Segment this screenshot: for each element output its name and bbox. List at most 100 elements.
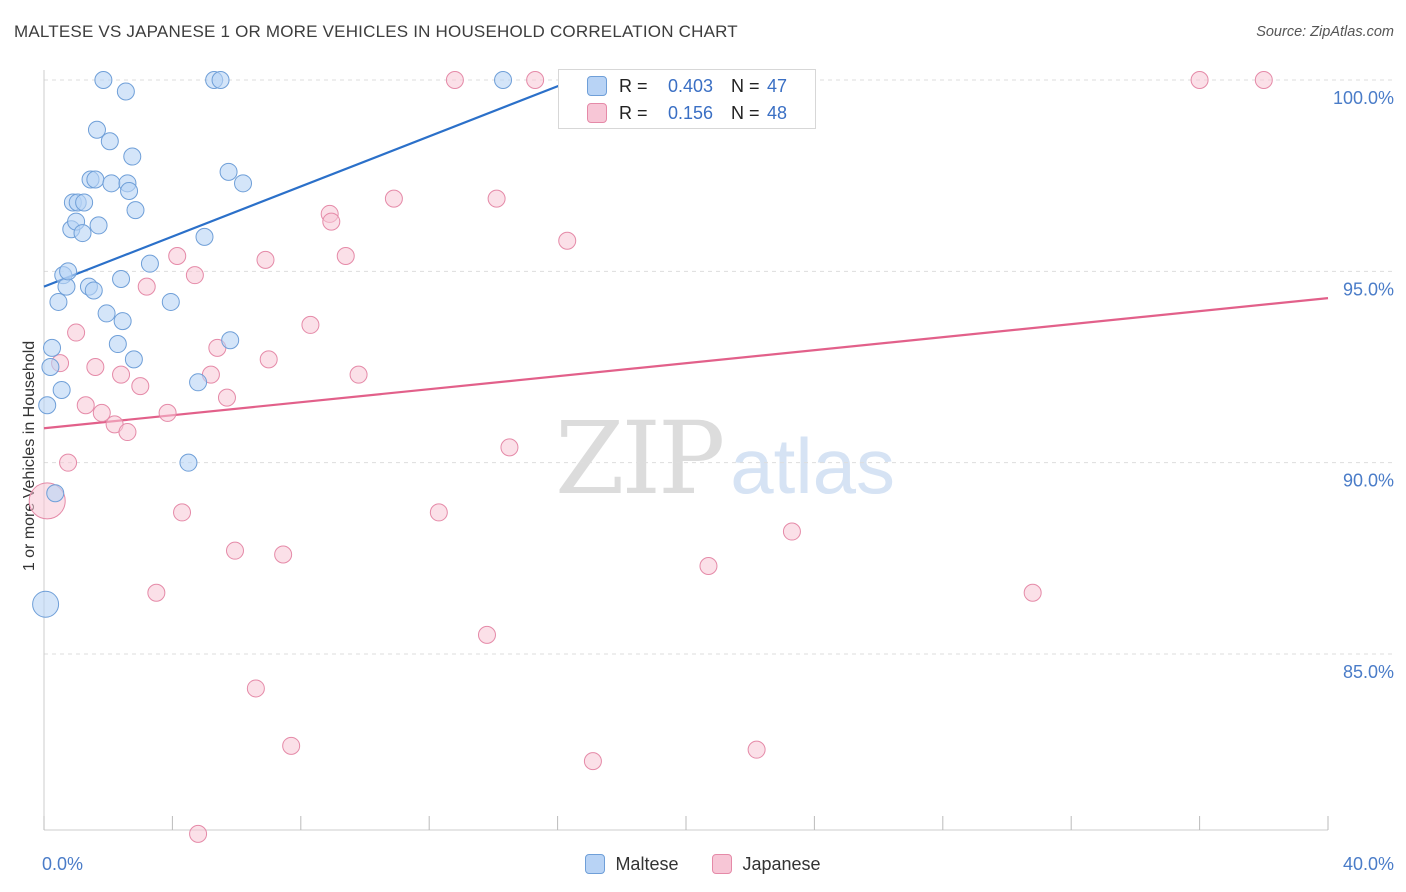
maltese-point bbox=[32, 590, 60, 618]
legend-japanese-swatch bbox=[712, 854, 733, 874]
maltese-point bbox=[52, 380, 71, 399]
japanese-point bbox=[246, 679, 265, 698]
japanese-point bbox=[282, 736, 301, 755]
maltese-point bbox=[43, 338, 62, 357]
maltese-point bbox=[89, 216, 108, 235]
maltese-point bbox=[161, 292, 180, 311]
japanese-point bbox=[336, 247, 355, 266]
maltese-point bbox=[179, 453, 198, 472]
legend-maltese-swatch bbox=[585, 854, 606, 874]
japanese-point bbox=[429, 503, 448, 522]
y-tick-label: 90.0% bbox=[1343, 471, 1394, 491]
chart-title: MALTESE VS JAPANESE 1 OR MORE VEHICLES I… bbox=[14, 22, 738, 41]
japanese-point bbox=[112, 365, 131, 384]
japanese-point bbox=[137, 277, 156, 296]
stats-legend: R = 0.403 N = 47 R = 0.156 N = 48 bbox=[558, 69, 816, 129]
legend-item-maltese[interactable]: Maltese bbox=[585, 854, 678, 875]
japanese-point bbox=[67, 323, 86, 342]
maltese-point bbox=[116, 82, 135, 101]
japanese-n-label: N = bbox=[731, 103, 760, 123]
stats-row-maltese: R = 0.403 N = 47 bbox=[559, 73, 815, 99]
watermark-atlas: atlas bbox=[730, 422, 896, 510]
japanese-point bbox=[185, 266, 204, 285]
japanese-point bbox=[158, 403, 177, 422]
japanese-point bbox=[558, 231, 577, 250]
japanese-points bbox=[28, 71, 1273, 843]
japanese-point bbox=[86, 358, 105, 376]
maltese-point bbox=[219, 162, 238, 181]
maltese-point bbox=[73, 224, 92, 243]
japanese-r-value: 0.156 bbox=[667, 103, 713, 123]
japanese-point bbox=[477, 625, 496, 644]
maltese-point bbox=[140, 254, 159, 273]
japanese-point bbox=[500, 438, 519, 457]
japanese-point bbox=[1190, 71, 1209, 89]
maltese-point bbox=[46, 484, 65, 503]
japanese-point bbox=[583, 752, 602, 771]
maltese-point bbox=[124, 350, 143, 369]
japanese-n-value: 48 bbox=[767, 103, 788, 123]
maltese-point bbox=[234, 174, 253, 193]
japanese-point bbox=[59, 453, 78, 472]
japanese-point bbox=[259, 350, 278, 369]
japanese-point bbox=[487, 189, 506, 208]
gridlines bbox=[44, 79, 1395, 655]
maltese-point bbox=[59, 262, 78, 281]
japanese-point bbox=[747, 740, 766, 759]
y-tick-label: 95.0% bbox=[1343, 279, 1394, 299]
source-credit: Source: ZipAtlas.com bbox=[1256, 24, 1394, 40]
maltese-point bbox=[86, 170, 105, 189]
japanese-point bbox=[217, 388, 236, 407]
maltese-point bbox=[494, 71, 513, 89]
bottom-legend: Maltese Japanese bbox=[0, 852, 1406, 876]
maltese-point bbox=[126, 201, 145, 220]
japanese-point bbox=[256, 250, 275, 269]
japanese-point bbox=[384, 189, 403, 208]
japanese-point bbox=[445, 71, 464, 89]
x-tick-label: 0.0% bbox=[42, 854, 83, 874]
japanese-point bbox=[274, 545, 293, 564]
maltese-point bbox=[221, 331, 240, 350]
maltese-trend-line bbox=[43, 78, 575, 288]
japanese-point bbox=[699, 556, 718, 575]
japanese-point bbox=[189, 824, 208, 843]
japanese-point bbox=[782, 522, 801, 541]
maltese-point bbox=[57, 277, 76, 296]
legend-japanese-label: Japanese bbox=[742, 853, 821, 874]
japanese-r-label: R = bbox=[619, 103, 648, 123]
maltese-swatch bbox=[587, 76, 607, 96]
maltese-points bbox=[32, 71, 731, 618]
japanese-point bbox=[1254, 71, 1273, 89]
maltese-point bbox=[87, 120, 106, 139]
maltese-point bbox=[108, 335, 127, 354]
watermark-zip: ZIP bbox=[555, 400, 725, 517]
maltese-point bbox=[113, 312, 132, 331]
y-tick-label: 85.0% bbox=[1343, 662, 1394, 682]
maltese-r-label: R = bbox=[619, 76, 648, 96]
maltese-n-value: 47 bbox=[767, 76, 788, 96]
axes bbox=[43, 70, 1329, 831]
trend-lines bbox=[43, 78, 1329, 430]
japanese-point bbox=[526, 71, 545, 89]
maltese-point bbox=[41, 358, 60, 376]
maltese-point bbox=[49, 292, 68, 311]
japanese-point bbox=[168, 247, 187, 266]
japanese-point bbox=[118, 423, 137, 442]
maltese-point bbox=[211, 71, 230, 89]
y-tick-label: 100.0% bbox=[1333, 88, 1394, 108]
japanese-point bbox=[92, 403, 111, 422]
japanese-trend-line bbox=[43, 297, 1329, 430]
maltese-point bbox=[84, 281, 103, 300]
japanese-swatch bbox=[587, 103, 607, 123]
maltese-point bbox=[112, 269, 131, 288]
tick-labels: 85.0% 90.0% 95.0% 100.0% 0.0% 40.0% bbox=[42, 88, 1394, 874]
maltese-n-label: N = bbox=[731, 76, 760, 96]
maltese-point bbox=[120, 181, 139, 200]
japanese-point bbox=[349, 365, 368, 384]
legend-item-japanese[interactable]: Japanese bbox=[712, 853, 821, 875]
japanese-point bbox=[1023, 583, 1042, 602]
maltese-point bbox=[195, 227, 214, 246]
maltese-point bbox=[189, 373, 208, 392]
japanese-point bbox=[131, 377, 150, 396]
